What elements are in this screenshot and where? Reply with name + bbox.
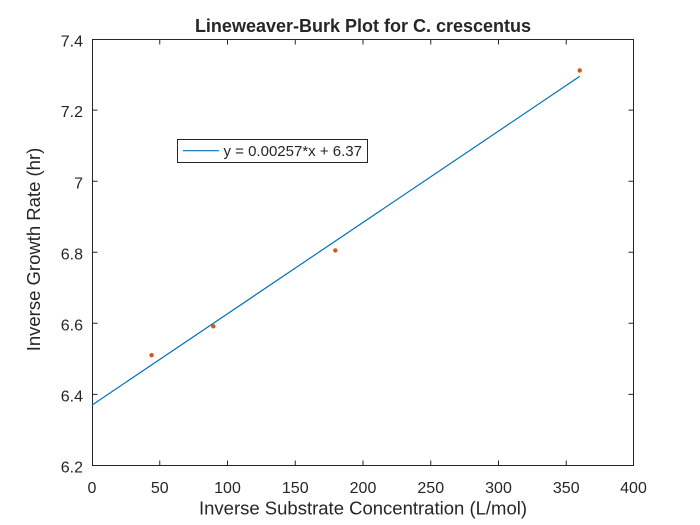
svg-text:100: 100: [214, 480, 241, 497]
svg-text:350: 350: [553, 480, 580, 497]
svg-text:7.4: 7.4: [61, 33, 83, 50]
svg-text:200: 200: [350, 480, 377, 497]
svg-text:7: 7: [74, 175, 83, 192]
svg-text:7.2: 7.2: [61, 104, 83, 121]
svg-text:250: 250: [417, 480, 444, 497]
svg-text:6.2: 6.2: [61, 460, 83, 477]
svg-text:50: 50: [151, 480, 169, 497]
svg-text:Lineweaver-Burk Plot for C. cr: Lineweaver-Burk Plot for C. crescentus: [195, 16, 531, 36]
svg-text:Inverse Substrate Concentratio: Inverse Substrate Concentration (L/mol): [199, 498, 527, 519]
svg-text:400: 400: [620, 480, 647, 497]
svg-text:Inverse Growth Rate (hr): Inverse Growth Rate (hr): [23, 148, 44, 352]
svg-text:6.6: 6.6: [61, 317, 83, 334]
svg-text:0: 0: [88, 480, 97, 497]
svg-text:6.4: 6.4: [61, 389, 83, 406]
svg-text:300: 300: [485, 480, 512, 497]
svg-text:y = 0.00257*x + 6.37: y = 0.00257*x + 6.37: [224, 143, 362, 160]
svg-text:150: 150: [282, 480, 309, 497]
svg-text:6.8: 6.8: [61, 246, 83, 263]
